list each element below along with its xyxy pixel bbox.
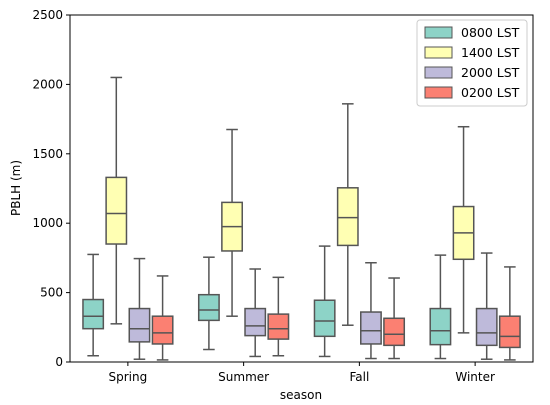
legend: 0800 LST 1400 LST 2000 LST 0200 LST xyxy=(416,19,528,107)
y-tick-label: 2500 xyxy=(32,8,63,22)
box-body xyxy=(498,315,521,349)
box-winter-4 xyxy=(498,266,521,361)
box-fall-2 xyxy=(336,103,359,326)
box-winter-3 xyxy=(475,252,498,360)
box-summer-3 xyxy=(244,268,267,358)
x-axis-label: season xyxy=(280,388,322,402)
box-body xyxy=(336,187,359,247)
box-summer-2 xyxy=(221,128,243,317)
legend-label: 0800 LST xyxy=(461,25,520,40)
y-tick-label: 1000 xyxy=(32,216,63,230)
box-fall-3 xyxy=(360,262,382,360)
box-body xyxy=(383,317,406,347)
box-body xyxy=(197,293,220,322)
x-tick-label: Fall xyxy=(349,370,369,384)
box-body xyxy=(429,307,452,346)
box-spring-1 xyxy=(82,253,105,357)
box-spring-2 xyxy=(105,76,128,325)
box-body xyxy=(105,176,128,245)
box-body xyxy=(128,307,151,343)
plot-frame xyxy=(69,14,534,363)
y-tick-label: 500 xyxy=(40,286,63,300)
box-summer-4 xyxy=(267,276,290,357)
legend-swatch xyxy=(424,66,453,79)
plot-area xyxy=(82,76,521,361)
x-tick-label: Summer xyxy=(218,370,269,384)
box-body xyxy=(313,299,336,338)
legend-label: 2000 LST xyxy=(461,65,520,80)
legend-frame xyxy=(416,19,528,107)
legend-swatch xyxy=(424,46,453,59)
box-summer-1 xyxy=(197,256,220,351)
box-winter-2 xyxy=(452,125,475,334)
x-tick-label: Winter xyxy=(455,370,495,384)
legend-swatch xyxy=(424,26,453,39)
legend-label: 0200 LST xyxy=(461,85,520,100)
y-tick-label: 1500 xyxy=(32,147,63,161)
legend-swatch xyxy=(424,86,453,99)
box-body xyxy=(267,313,290,340)
y-tick-label: 0 xyxy=(55,355,63,369)
box-body xyxy=(82,298,105,330)
y-tick-label: 2000 xyxy=(32,77,63,91)
box-spring-3 xyxy=(128,257,151,360)
box-fall-1 xyxy=(313,245,336,358)
x-tick-label: Spring xyxy=(109,370,148,384)
box-body xyxy=(151,315,174,345)
y-axis-label: PBLH (m) xyxy=(9,160,23,216)
box-body xyxy=(244,307,267,337)
box-spring-4 xyxy=(151,275,174,361)
box-fall-4 xyxy=(383,277,406,360)
box-body xyxy=(360,311,382,345)
legend-label: 1400 LST xyxy=(461,45,520,60)
axes: 0 500 1000 1500 2000 2500 Spring Summer Fall Wint… xyxy=(32,8,495,384)
box-winter-1 xyxy=(429,254,452,360)
box-body xyxy=(475,307,498,347)
